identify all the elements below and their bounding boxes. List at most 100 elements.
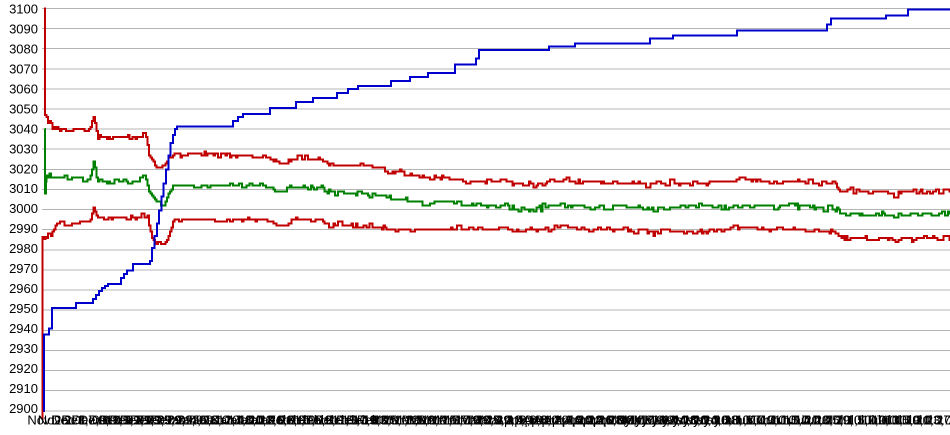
svg-text:Jun 15, 10: Jun 15, 10 (759, 413, 820, 428)
svg-text:Jun 25, 10: Jun 25, 10 (800, 413, 861, 428)
svg-text:2970: 2970 (9, 261, 38, 276)
svg-text:Mar 15, 10: Mar 15, 10 (419, 413, 481, 428)
svg-text:Feb 9, 10: Feb 9, 10 (299, 413, 354, 428)
svg-text:May 18, 10: May 18, 10 (654, 413, 718, 428)
svg-text:Jun 21, 10: Jun 21, 10 (780, 413, 841, 428)
svg-text:Jul 5, 10: Jul 5, 10 (837, 413, 886, 428)
svg-text:Mar 25, 10: Mar 25, 10 (460, 413, 522, 428)
svg-text:Jul 1, 10: Jul 1, 10 (827, 413, 876, 428)
svg-text:Nov 27: Nov 27 (38, 413, 79, 428)
svg-text:Apr 2, 10: Apr 2, 10 (495, 413, 548, 428)
svg-text:Jun 9, 10: Jun 9, 10 (742, 413, 796, 428)
svg-text:Feb 25, 10: Feb 25, 10 (357, 413, 419, 428)
svg-text:Dec 15, 09: Dec 15, 09 (89, 413, 152, 428)
svg-text:Feb 19, 10: Feb 19, 10 (336, 413, 398, 428)
svg-text:2950: 2950 (9, 301, 38, 316)
svg-text:3010: 3010 (9, 181, 38, 196)
svg-text:May 26, 10: May 26, 10 (685, 413, 749, 428)
svg-text:May 6, 10: May 6, 10 (617, 413, 674, 428)
svg-text:May 24, 10: May 24, 10 (675, 413, 739, 428)
svg-text:3030: 3030 (9, 141, 38, 156)
svg-text:Dec 7, 09: Dec 7, 09 (61, 413, 117, 428)
svg-text:3060: 3060 (9, 81, 38, 96)
svg-text:Jun 17, 10: Jun 17, 10 (770, 413, 831, 428)
svg-text:Jun 11, 10: Jun 11, 10 (749, 413, 809, 428)
svg-text:2930: 2930 (9, 341, 38, 356)
svg-text:Dec 21, 09: Dec 21, 09 (109, 413, 172, 428)
svg-text:Feb 15, 10: Feb 15, 10 (316, 413, 378, 428)
svg-text:3080: 3080 (9, 41, 38, 56)
svg-text:Jan 18, 10: Jan 18, 10 (213, 413, 274, 428)
svg-text:Mar 11, 10: Mar 11, 10 (409, 413, 470, 428)
svg-text:Jun 23, 10: Jun 23, 10 (790, 413, 851, 428)
svg-text:Jan 12, 10: Jan 12, 10 (193, 413, 254, 428)
svg-text:3070: 3070 (9, 61, 38, 76)
svg-text:Feb 1, 10: Feb 1, 10 (268, 413, 323, 428)
svg-text:2980: 2980 (9, 241, 38, 256)
svg-text:Dec 11, 09: Dec 11, 09 (79, 413, 141, 428)
svg-text:Mar 23, 10: Mar 23, 10 (450, 413, 512, 428)
svg-text:2940: 2940 (9, 321, 38, 336)
svg-text:Mar 17, 10: Mar 17, 10 (429, 413, 491, 428)
svg-text:Mar 3, 10: Mar 3, 10 (381, 413, 436, 428)
svg-text:Dec 25, 09: Dec 25, 09 (130, 413, 193, 428)
svg-text:Jul 23, 10: Jul 23, 10 (906, 413, 950, 428)
svg-text:May 28, 10: May 28, 10 (696, 413, 760, 428)
svg-text:Jan 28, 10: Jan 28, 10 (255, 413, 316, 428)
svg-text:Jun 29, 10: Jun 29, 10 (811, 413, 872, 428)
svg-text:Jul 15, 10: Jul 15, 10 (875, 413, 931, 428)
svg-text:Apr 22, 10: Apr 22, 10 (564, 413, 624, 428)
svg-text:Feb 11, 10: Feb 11, 10 (306, 413, 367, 428)
svg-text:Jul 7, 10: Jul 7, 10 (847, 413, 896, 428)
svg-text:Jan 22, 10: Jan 22, 10 (234, 413, 295, 428)
svg-text:Jun 7, 10: Jun 7, 10 (732, 413, 786, 428)
svg-text:2960: 2960 (9, 281, 38, 296)
svg-text:Feb 23, 10: Feb 23, 10 (347, 413, 409, 428)
svg-text:Apr 28, 10: Apr 28, 10 (585, 413, 645, 428)
svg-text:May 10, 10: May 10, 10 (624, 413, 688, 428)
svg-text:3020: 3020 (9, 161, 38, 176)
svg-text:Mar 9, 10: Mar 9, 10 (402, 413, 457, 428)
svg-text:Dec 1: Dec 1 (52, 413, 86, 428)
svg-text:Jan 26, 10: Jan 26, 10 (244, 413, 305, 428)
svg-text:Jul 19, 10: Jul 19, 10 (885, 413, 941, 428)
svg-text:Mar 31, 10: Mar 31, 10 (480, 413, 542, 428)
svg-text:Jan 4, 10: Jan 4, 10 (165, 413, 219, 428)
svg-text:Jan 14, 10: Jan 14, 10 (203, 413, 264, 428)
svg-text:Apr 20, 10: Apr 20, 10 (554, 413, 614, 428)
svg-text:Apr 8, 10: Apr 8, 10 (516, 413, 569, 428)
svg-text:Jun 1, 10: Jun 1, 10 (711, 413, 765, 428)
svg-text:3040: 3040 (9, 121, 38, 136)
svg-text:Apr 6, 10: Apr 6, 10 (506, 413, 559, 428)
svg-text:Jul 27, 10: Jul 27, 10 (916, 413, 950, 428)
svg-text:Feb 5, 10: Feb 5, 10 (288, 413, 343, 428)
svg-text:Jan 8, 10: Jan 8, 10 (186, 413, 240, 428)
svg-text:Jul 9, 10: Jul 9, 10 (858, 413, 907, 428)
svg-text:Dec 17, 09: Dec 17, 09 (99, 413, 162, 428)
svg-text:2920: 2920 (9, 361, 38, 376)
svg-text:Dec 31, 09: Dec 31, 09 (150, 413, 213, 428)
svg-text:Jun 3, 10: Jun 3, 10 (722, 413, 776, 428)
svg-text:Apr 12, 10: Apr 12, 10 (523, 413, 583, 428)
svg-text:Apr 26, 10: Apr 26, 10 (574, 413, 634, 428)
svg-text:Dec 3, 09: Dec 3, 09 (51, 413, 107, 428)
svg-text:Apr 16, 10: Apr 16, 10 (543, 413, 603, 428)
svg-text:Mar 1, 10: Mar 1, 10 (371, 413, 426, 428)
svg-text:Jul 21, 10: Jul 21, 10 (895, 413, 950, 428)
svg-text:May 20, 10: May 20, 10 (665, 413, 729, 428)
svg-text:3100: 3100 (9, 2, 38, 17)
svg-text:Apr 30, 10: Apr 30, 10 (595, 413, 655, 428)
svg-text:3050: 3050 (9, 101, 38, 116)
svg-text:Dec 23, 09: Dec 23, 09 (120, 413, 183, 428)
svg-text:May 4, 10: May 4, 10 (607, 413, 664, 428)
svg-text:Mar 19, 10: Mar 19, 10 (439, 413, 501, 428)
svg-text:Mar 5, 10: Mar 5, 10 (391, 413, 446, 428)
svg-text:Jan 20, 10: Jan 20, 10 (224, 413, 285, 428)
svg-text:2910: 2910 (9, 381, 38, 396)
svg-text:May 12, 10: May 12, 10 (634, 413, 698, 428)
svg-text:2990: 2990 (9, 221, 38, 236)
svg-text:Dec 29, 09: Dec 29, 09 (140, 413, 203, 428)
svg-text:Mar 29, 10: Mar 29, 10 (470, 413, 532, 428)
svg-text:Apr 14, 10: Apr 14, 10 (533, 413, 593, 428)
svg-text:May 14, 10: May 14, 10 (644, 413, 708, 428)
